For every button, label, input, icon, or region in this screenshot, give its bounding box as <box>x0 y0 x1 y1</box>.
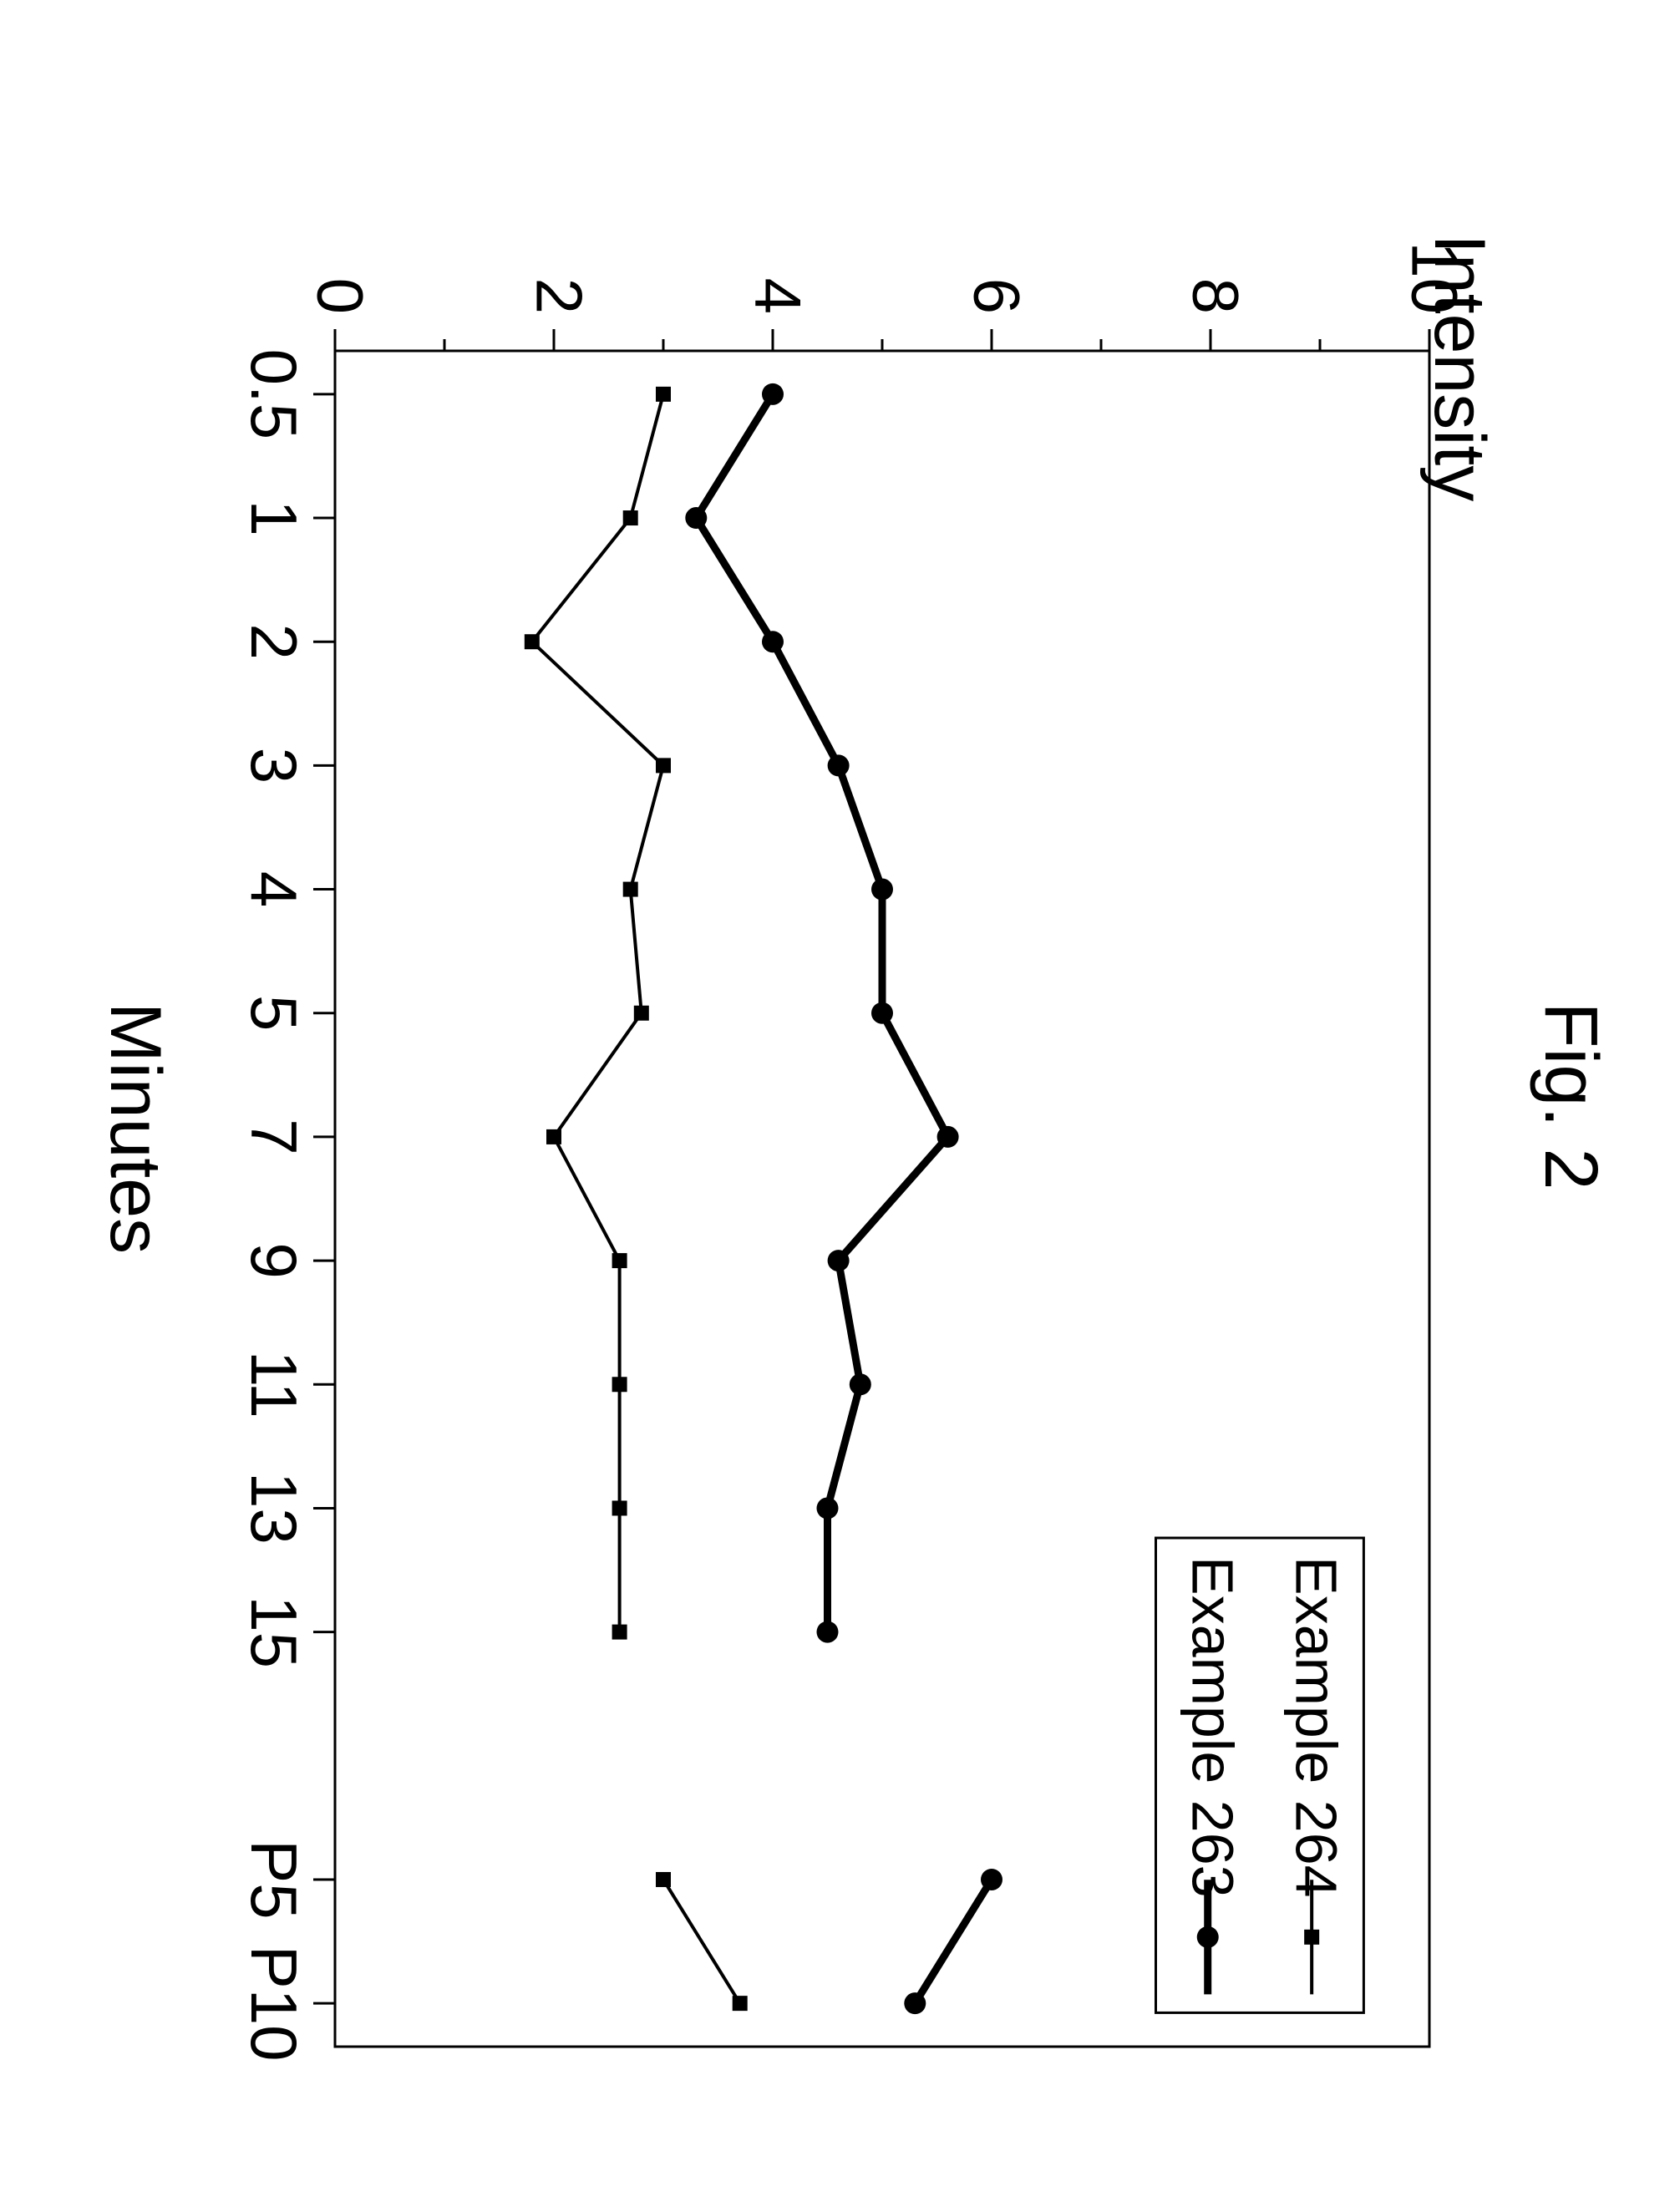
series-marker-s264 <box>525 634 540 649</box>
series-marker-s264 <box>656 387 671 402</box>
series-marker-s263 <box>828 1250 850 1271</box>
y-tick-label: 2 <box>522 278 596 314</box>
line-chart: 0 2 4 6 8 10 0.5 1 2 3 4 5 7 9 11 13 15 P5 P10 Example 264 E… <box>0 0 1680 2192</box>
legend-swatch-marker <box>1304 1930 1319 1945</box>
series-line-s263 <box>696 394 947 1632</box>
y-tick-label: 4 <box>741 278 815 314</box>
x-tick-label: 1 <box>237 500 311 535</box>
x-tick-label: 7 <box>237 1119 311 1154</box>
series-marker-s264 <box>612 1500 627 1515</box>
series-marker-s263 <box>871 879 893 901</box>
series-marker-s264 <box>612 1625 627 1640</box>
page: Fig. 2 Intensity Minutes 02468100.512345… <box>0 0 1680 2192</box>
series-marker-s264 <box>656 1872 671 1887</box>
series-line-s264 <box>663 1880 740 2003</box>
series-marker-s263 <box>762 631 784 652</box>
series-marker-s264 <box>634 1006 649 1021</box>
x-tick-label: 0.5 <box>237 349 311 439</box>
series-marker-s263 <box>871 1002 893 1024</box>
series-marker-s263 <box>937 1126 959 1148</box>
y-tick-label: 10 <box>1398 241 1471 314</box>
series-marker-s263 <box>850 1373 871 1395</box>
x-tick-label: 5 <box>237 995 311 1031</box>
series-marker-s263 <box>904 1992 926 2014</box>
y-tick-label: 0 <box>303 278 377 314</box>
series-marker-s264 <box>612 1253 627 1268</box>
x-tick-label: 13 <box>237 1472 311 1545</box>
x-tick-label: 9 <box>237 1242 311 1278</box>
y-tick-label: 8 <box>1179 278 1252 314</box>
x-tick-label: 3 <box>237 748 311 784</box>
series-marker-s264 <box>612 1377 627 1392</box>
series-line-s263 <box>915 1880 992 2003</box>
series-marker-s264 <box>623 882 638 897</box>
series-marker-s264 <box>546 1129 561 1144</box>
y-tick-label: 6 <box>960 278 1033 314</box>
x-tick-label: 2 <box>237 624 311 660</box>
series-marker-s263 <box>762 383 784 405</box>
rotated-canvas: Fig. 2 Intensity Minutes 02468100.512345… <box>0 0 1680 2192</box>
x-tick-label: 4 <box>237 871 311 907</box>
series-marker-s263 <box>981 1869 1002 1890</box>
x-tick-label: P10 <box>237 1946 311 2062</box>
series-marker-s263 <box>817 1497 839 1519</box>
series-marker-s264 <box>656 758 671 773</box>
series-marker-s263 <box>828 754 850 776</box>
legend-label: Example 264 <box>1284 1556 1349 1898</box>
x-tick-label: 11 <box>237 1351 311 1418</box>
series-marker-s264 <box>733 1996 748 2011</box>
series-marker-s263 <box>685 507 707 529</box>
x-tick-label: 15 <box>237 1596 311 1668</box>
legend-swatch-marker <box>1197 1926 1219 1948</box>
series-marker-s263 <box>817 1621 839 1643</box>
legend-label: Example 263 <box>1180 1556 1245 1898</box>
series-marker-s264 <box>623 510 638 525</box>
x-tick-label: P5 <box>237 1839 311 1919</box>
